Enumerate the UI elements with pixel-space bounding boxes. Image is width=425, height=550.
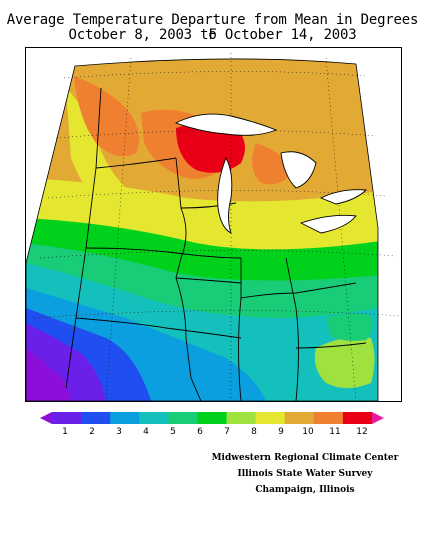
legend-tick-5: 5 (170, 427, 176, 437)
legend-arrow-low (40, 412, 52, 424)
legend-tick-6: 6 (197, 427, 203, 437)
legend-swatch (139, 412, 169, 424)
legend-swatch (197, 412, 228, 424)
credit-location: Champaign, Illinois (255, 485, 355, 495)
legend-swatch (255, 412, 286, 424)
state-boundaries (65, 87, 367, 401)
temperature-map (25, 47, 402, 402)
legend-tick-1: 1 (62, 427, 68, 437)
credit-organization: Midwestern Regional Climate Center (211, 453, 399, 463)
map-title: Average Temperature Departure from Mean … (6, 12, 419, 43)
credit-agency: Illinois State Water Survey (237, 469, 373, 479)
legend-arrow-high (372, 412, 384, 424)
legend-tick-3: 3 (116, 427, 122, 437)
legend-swatch (342, 412, 373, 424)
color-legend (40, 412, 384, 424)
legend-swatch (168, 412, 198, 424)
legend-tick-11: 11 (329, 427, 341, 437)
legend-tick-8: 8 (251, 427, 257, 437)
legend-swatch (52, 412, 82, 424)
temperature-map-svg (26, 53, 401, 401)
legend-swatch (284, 412, 315, 424)
legend-tick-9: 9 (278, 427, 284, 437)
legend-swatch (313, 412, 344, 424)
legend-tick-2: 2 (89, 427, 95, 437)
legend-swatch (110, 412, 140, 424)
legend-tick-10: 10 (302, 427, 314, 437)
great-lakes (174, 113, 368, 234)
legend-tick-7: 7 (224, 427, 230, 437)
legend-tick-4: 4 (143, 427, 149, 437)
map-date-range: October 8, 2003 to October 14, 2003 (68, 27, 357, 43)
legend-tick-12: 12 (356, 427, 368, 437)
legend-swatch (226, 412, 257, 424)
legend-swatch (81, 412, 111, 424)
